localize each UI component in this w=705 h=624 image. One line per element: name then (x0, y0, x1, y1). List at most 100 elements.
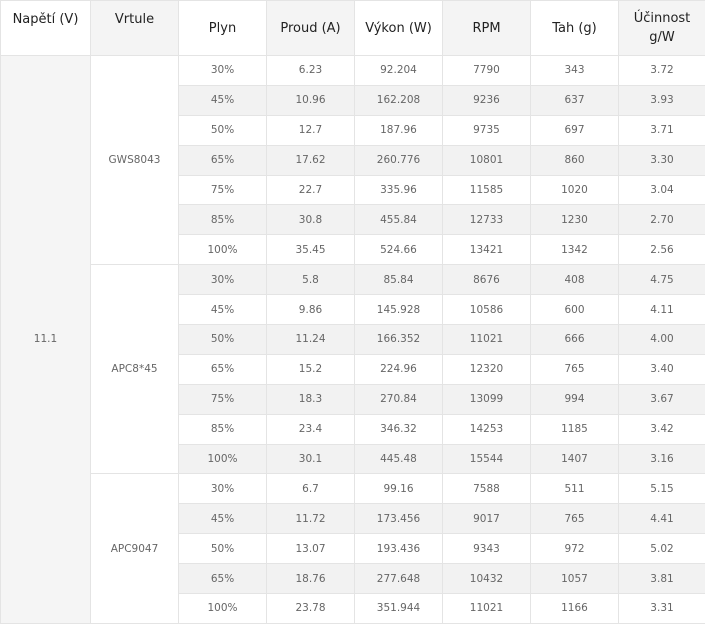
current-cell: 23.78 (267, 594, 355, 624)
rpm-cell: 9236 (443, 85, 531, 115)
rpm-cell: 9343 (443, 534, 531, 564)
efficiency-cell: 2.70 (619, 205, 705, 235)
efficiency-cell: 3.16 (619, 444, 705, 474)
power-cell: 260.776 (355, 145, 443, 175)
efficiency-cell: 4.75 (619, 265, 705, 295)
throttle-cell: 45% (179, 295, 267, 325)
throttle-cell: 65% (179, 145, 267, 175)
throttle-cell: 45% (179, 504, 267, 534)
current-cell: 23.4 (267, 414, 355, 444)
thrust-cell: 1020 (531, 175, 619, 205)
power-cell: 193.436 (355, 534, 443, 564)
current-cell: 6.23 (267, 56, 355, 86)
power-cell: 99.16 (355, 474, 443, 504)
rpm-cell: 9017 (443, 504, 531, 534)
efficiency-cell: 4.41 (619, 504, 705, 534)
voltage-cell: 11.1 (1, 56, 91, 624)
efficiency-cell: 3.04 (619, 175, 705, 205)
power-cell: 85.84 (355, 265, 443, 295)
thrust-cell: 408 (531, 265, 619, 295)
header-row: Napětí (V) Vrtule Plyn Proud (A) Výkon (… (1, 1, 705, 56)
current-cell: 11.24 (267, 325, 355, 355)
power-cell: 455.84 (355, 205, 443, 235)
current-cell: 11.72 (267, 504, 355, 534)
throttle-cell: 100% (179, 594, 267, 624)
power-cell: 187.96 (355, 115, 443, 145)
power-cell: 224.96 (355, 354, 443, 384)
thrust-cell: 343 (531, 56, 619, 86)
throttle-cell: 50% (179, 325, 267, 355)
efficiency-cell: 3.30 (619, 145, 705, 175)
rpm-cell: 15544 (443, 444, 531, 474)
rpm-cell: 11585 (443, 175, 531, 205)
current-cell: 9.86 (267, 295, 355, 325)
power-cell: 270.84 (355, 384, 443, 414)
rpm-cell: 14253 (443, 414, 531, 444)
thrust-cell: 1407 (531, 444, 619, 474)
efficiency-cell: 3.40 (619, 354, 705, 384)
rpm-cell: 11021 (443, 594, 531, 624)
power-cell: 166.352 (355, 325, 443, 355)
power-cell: 92.204 (355, 56, 443, 86)
rpm-cell: 7588 (443, 474, 531, 504)
efficiency-cell: 5.15 (619, 474, 705, 504)
rpm-cell: 13421 (443, 235, 531, 265)
power-cell: 335.96 (355, 175, 443, 205)
rpm-cell: 10586 (443, 295, 531, 325)
throttle-cell: 75% (179, 175, 267, 205)
efficiency-cell: 3.93 (619, 85, 705, 115)
current-cell: 13.07 (267, 534, 355, 564)
current-cell: 30.1 (267, 444, 355, 474)
throttle-cell: 50% (179, 115, 267, 145)
power-cell: 351.944 (355, 594, 443, 624)
thrust-cell: 1185 (531, 414, 619, 444)
header-voltage: Napětí (V) (1, 1, 91, 56)
thrust-cell: 666 (531, 325, 619, 355)
thrust-cell: 765 (531, 354, 619, 384)
current-cell: 6.7 (267, 474, 355, 504)
header-power: Výkon (W) (355, 1, 443, 56)
throttle-cell: 85% (179, 414, 267, 444)
thrust-cell: 600 (531, 295, 619, 325)
power-cell: 524.66 (355, 235, 443, 265)
rpm-cell: 10432 (443, 564, 531, 594)
power-cell: 145.928 (355, 295, 443, 325)
efficiency-cell: 3.31 (619, 594, 705, 624)
header-efficiency: Účinnost g/W (619, 1, 705, 56)
thrust-cell: 637 (531, 85, 619, 115)
propeller-cell: APC8*45 (91, 265, 179, 474)
current-cell: 18.3 (267, 384, 355, 414)
throttle-cell: 30% (179, 56, 267, 86)
throttle-cell: 50% (179, 534, 267, 564)
throttle-cell: 100% (179, 235, 267, 265)
efficiency-cell: 5.02 (619, 534, 705, 564)
throttle-cell: 30% (179, 265, 267, 295)
current-cell: 15.2 (267, 354, 355, 384)
throttle-cell: 30% (179, 474, 267, 504)
efficiency-cell: 4.11 (619, 295, 705, 325)
thrust-cell: 1166 (531, 594, 619, 624)
throttle-cell: 45% (179, 85, 267, 115)
current-cell: 35.45 (267, 235, 355, 265)
throttle-cell: 65% (179, 354, 267, 384)
thrust-cell: 697 (531, 115, 619, 145)
throttle-cell: 75% (179, 384, 267, 414)
header-current: Proud (A) (267, 1, 355, 56)
efficiency-cell: 4.00 (619, 325, 705, 355)
current-cell: 30.8 (267, 205, 355, 235)
throttle-cell: 100% (179, 444, 267, 474)
efficiency-cell: 3.67 (619, 384, 705, 414)
efficiency-cell: 3.71 (619, 115, 705, 145)
throttle-cell: 85% (179, 205, 267, 235)
thrust-cell: 972 (531, 534, 619, 564)
power-cell: 277.648 (355, 564, 443, 594)
current-cell: 18.76 (267, 564, 355, 594)
efficiency-cell: 3.81 (619, 564, 705, 594)
header-rpm: RPM (443, 1, 531, 56)
throttle-cell: 65% (179, 564, 267, 594)
current-cell: 17.62 (267, 145, 355, 175)
power-cell: 445.48 (355, 444, 443, 474)
efficiency-cell: 2.56 (619, 235, 705, 265)
thrust-cell: 994 (531, 384, 619, 414)
rpm-cell: 9735 (443, 115, 531, 145)
